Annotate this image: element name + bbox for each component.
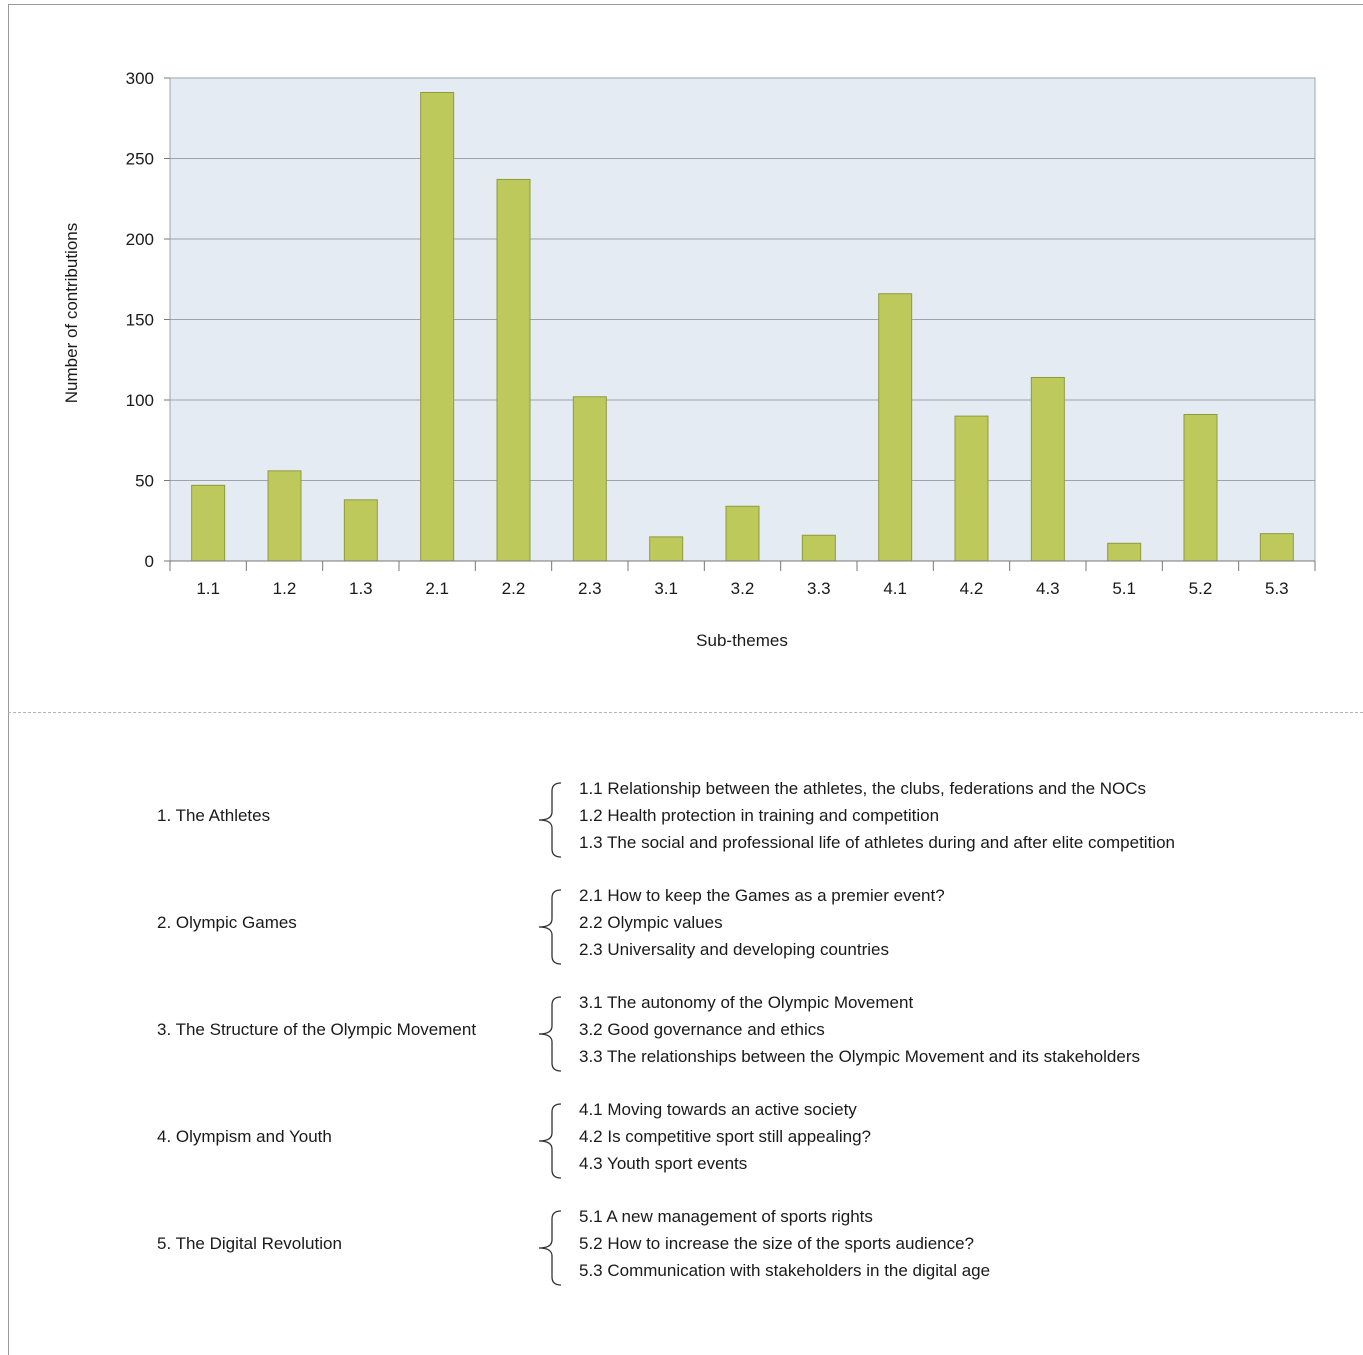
bar-3-3	[801, 534, 836, 562]
bar-5-3	[1259, 533, 1294, 562]
sub-theme-item: 3.3 The relationships between the Olympi…	[579, 1047, 1140, 1066]
sub-theme-item: 5.1 A new management of sports rights	[579, 1207, 873, 1226]
theme-label: 4. Olympism and Youth	[157, 1127, 332, 1146]
frame-left-border	[8, 4, 9, 1355]
x-tick-label: 5.3	[1265, 579, 1289, 598]
bar-4-3	[1030, 376, 1065, 562]
x-tick-label: 3.1	[654, 579, 678, 598]
theme-label: 3. The Structure of the Olympic Movement	[157, 1020, 477, 1039]
y-tick-label: 200	[126, 230, 154, 249]
bar-3-1	[649, 536, 684, 562]
sub-theme-item: 2.1 How to keep the Games as a premier e…	[579, 886, 945, 905]
curly-brace-icon	[538, 996, 562, 1072]
y-tick-label: 250	[126, 150, 154, 169]
y-tick-label: 0	[145, 552, 154, 571]
bar-1-2	[267, 470, 302, 562]
sub-theme-item: 5.2 How to increase the size of the spor…	[579, 1234, 975, 1253]
curly-brace-icon	[538, 1210, 562, 1286]
gridlines	[170, 158, 1315, 481]
sub-theme-item: 4.3 Youth sport events	[579, 1154, 748, 1173]
sub-theme-item: 1.2 Health protection in training and co…	[579, 806, 940, 825]
theme-label: 5. The Digital Revolution	[157, 1234, 342, 1253]
x-tick-label: 2.2	[502, 579, 526, 598]
bar-5-2	[1183, 413, 1218, 562]
y-tick-label: 50	[135, 472, 154, 491]
axes: 0 50 100 150 200 250 300 1.1 1.2 1.3 2.1 2.2 2.3 3.1 3…	[126, 69, 1316, 598]
x-tick-label: 3.2	[731, 579, 755, 598]
y-tick-label: 150	[126, 311, 154, 330]
theme-label: 2. Olympic Games	[157, 913, 297, 932]
bar-2-2	[496, 178, 531, 562]
x-tick-label: 3.3	[807, 579, 831, 598]
sub-theme-item: 2.3 Universality and developing countrie…	[579, 940, 889, 959]
theme-label: 1. The Athletes	[157, 806, 271, 825]
sub-theme-item: 5.3 Communication with stakeholders in t…	[579, 1261, 991, 1280]
bar-1-1	[191, 484, 226, 562]
sub-theme-item: 4.1 Moving towards an active society	[579, 1100, 857, 1119]
x-tick-label: 2.3	[578, 579, 602, 598]
bar-5-1	[1107, 542, 1142, 562]
x-axis-label: Sub-themes	[696, 631, 788, 650]
x-tick-label: 5.2	[1189, 579, 1213, 598]
x-tick-label: 1.1	[196, 579, 220, 598]
frame-top-border	[8, 4, 1363, 5]
bar-3-2	[725, 505, 760, 562]
bar-chart: 0 50 100 150 200 250 300 1.1 1.2 1.3 2.1 2.2 2.3 3.1 3…	[62, 69, 1316, 650]
x-tick-label: 4.1	[883, 579, 907, 598]
x-tick-label: 4.2	[960, 579, 984, 598]
sub-theme-item: 1.3 The social and professional life of …	[579, 833, 1175, 852]
y-tick-label: 100	[126, 391, 154, 410]
sub-theme-item: 1.1 Relationship between the athletes, t…	[579, 779, 1147, 798]
curly-brace-icon	[538, 1103, 562, 1179]
y-axis-label: Number of contributions	[62, 223, 81, 403]
bar-1-3	[343, 499, 378, 562]
sub-theme-item: 4.2 Is competitive sport still appealing…	[579, 1127, 871, 1146]
x-tick-label: 1.3	[349, 579, 373, 598]
sub-theme-item: 2.2 Olympic values	[579, 913, 723, 932]
section-divider	[8, 712, 1363, 713]
x-tick-label: 1.2	[273, 579, 297, 598]
curly-brace-icon	[538, 782, 562, 858]
sub-theme-item: 3.2 Good governance and ethics	[579, 1020, 825, 1039]
sub-theme-item: 3.1 The autonomy of the Olympic Movement	[579, 993, 914, 1012]
y-tick-label: 300	[126, 69, 154, 88]
bar-2-1	[420, 91, 455, 562]
bar-2-3	[572, 396, 607, 562]
curly-brace-icon	[538, 889, 562, 965]
x-tick-label: 5.1	[1112, 579, 1136, 598]
bar-4-1	[878, 293, 913, 562]
bar-4-2	[954, 415, 989, 562]
x-tick-label: 4.3	[1036, 579, 1060, 598]
x-tick-label: 2.1	[425, 579, 449, 598]
